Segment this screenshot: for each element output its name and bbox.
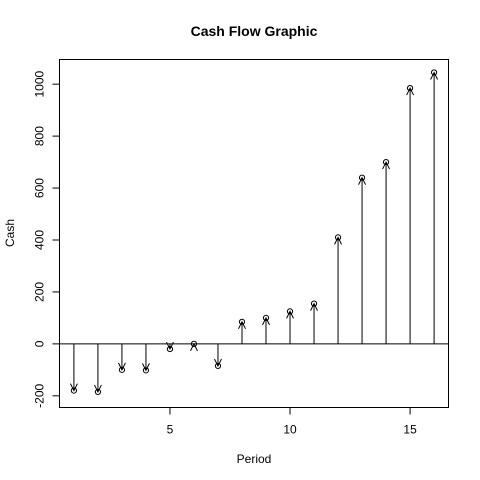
y-tick-label: 400 [33, 230, 47, 250]
x-axis-label: Period [237, 452, 272, 466]
cash-flow-point [430, 69, 438, 76]
cash-flow-point [262, 314, 270, 322]
cash-flow-point [94, 388, 102, 396]
x-tick-label: 10 [283, 423, 297, 437]
y-tick-label: -200 [33, 383, 47, 407]
cash-flow-point [406, 84, 414, 92]
cash-flow-arrowhead [214, 358, 222, 368]
y-axis-label: Cash [3, 219, 17, 247]
cash-flow-arrowhead [358, 176, 367, 185]
cash-flow-arrowhead [406, 86, 415, 96]
y-axis: -200 0 200 400 600 800 1000 [33, 71, 60, 408]
x-tick-label: 15 [403, 423, 417, 437]
cash-flow-arrowhead [238, 320, 246, 330]
x-axis: 5 10 15 [167, 407, 417, 437]
cash-flow-point [358, 174, 366, 181]
cash-flow-arrowhead [430, 71, 439, 80]
cash-flow-arrowhead [93, 384, 102, 394]
cash-flow-arrowhead [382, 160, 391, 170]
y-tick-label: 0 [33, 340, 47, 347]
cash-flow-arrowhead [262, 316, 270, 326]
cash-flow-arrowhead [286, 310, 294, 319]
cash-flow-marks [69, 69, 439, 396]
x-tick-label: 5 [167, 423, 174, 437]
chart-title: Cash Flow Graphic [191, 23, 318, 39]
cash-flow-point [238, 318, 246, 325]
y-tick-label: 800 [33, 126, 47, 146]
y-tick-label: 600 [33, 178, 47, 198]
cash-flow-arrowhead [310, 302, 318, 311]
cash-flow-point [190, 340, 198, 347]
cash-flow-arrowhead [190, 342, 198, 352]
cash-flow-arrowhead [166, 341, 174, 351]
cash-flow-point [142, 367, 150, 374]
cash-flow-point [382, 158, 390, 166]
cash-flow-arrowhead [141, 363, 150, 372]
cash-flow-point [70, 387, 78, 394]
cash-flow-arrowhead [334, 236, 342, 245]
cash-flow-point [334, 234, 342, 241]
y-tick-label: 1000 [33, 71, 47, 98]
cash-flow-point [214, 362, 222, 370]
plot-frame [59, 59, 449, 408]
y-tick-label: 200 [33, 282, 47, 302]
cash-flow-point [118, 366, 126, 373]
cash-flow-point [166, 345, 174, 353]
cash-flow-point [286, 308, 294, 315]
cash-flow-point [310, 300, 318, 307]
cash-flow-arrowhead [69, 383, 78, 392]
cash-flow-arrowhead [117, 362, 126, 371]
